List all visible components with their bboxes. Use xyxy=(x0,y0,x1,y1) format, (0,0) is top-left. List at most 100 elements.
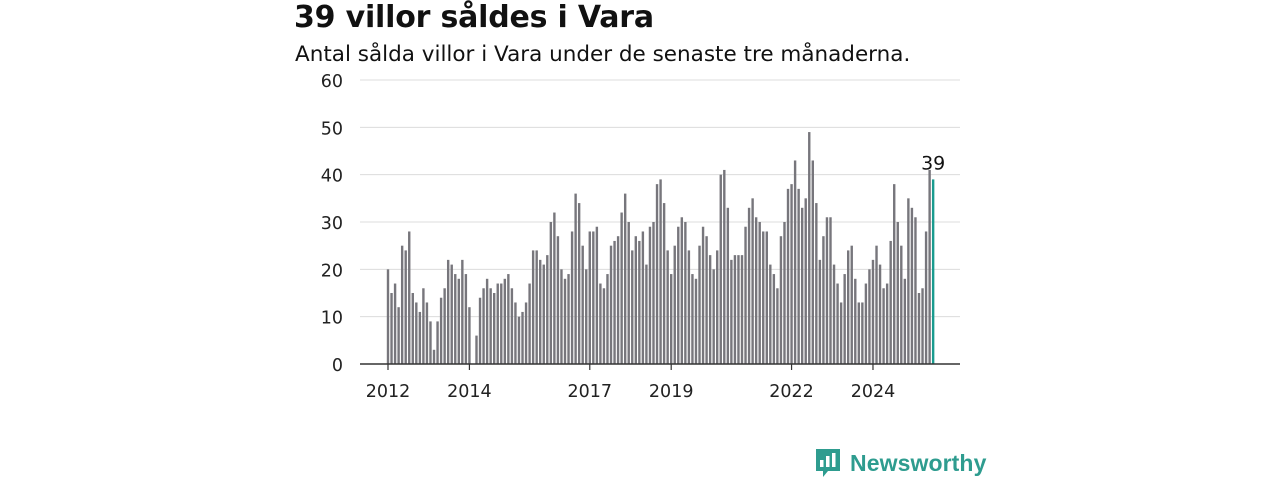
x-tick-label: 2014 xyxy=(447,382,492,402)
bar xyxy=(914,217,917,364)
bar xyxy=(843,274,846,364)
bar xyxy=(609,245,613,364)
bar xyxy=(606,274,609,364)
bar xyxy=(769,264,772,364)
bar-chart: 0 10 20 30 40 50 60 2012 2014 2017 2019 2022 2024 39 xyxy=(321,72,960,402)
bar xyxy=(411,293,414,364)
bar xyxy=(567,274,570,364)
bar xyxy=(553,212,556,364)
bar xyxy=(800,207,804,364)
bar xyxy=(747,207,751,364)
bar xyxy=(542,264,545,364)
newsworthy-logo: Newsworthy xyxy=(814,446,986,480)
bar xyxy=(425,302,429,364)
bar xyxy=(528,283,531,364)
bar xyxy=(808,132,811,364)
bar xyxy=(521,311,524,364)
bar xyxy=(436,321,439,364)
bar xyxy=(670,274,673,364)
bar xyxy=(893,184,896,364)
bar xyxy=(514,302,517,364)
chart-title: 39 villor såldes i Vara xyxy=(294,0,654,35)
bar xyxy=(793,160,797,364)
bar xyxy=(616,236,620,364)
bar xyxy=(797,188,800,364)
bar xyxy=(393,283,397,364)
x-tick-label: 2024 xyxy=(851,382,896,402)
bar xyxy=(475,335,478,364)
bar xyxy=(677,226,680,364)
bar xyxy=(539,259,542,364)
bar xyxy=(726,207,730,364)
bar xyxy=(631,250,634,364)
y-tick-label: 50 xyxy=(321,119,343,139)
bar xyxy=(825,217,829,364)
bar xyxy=(485,278,489,364)
bar xyxy=(779,236,783,364)
bar xyxy=(386,269,390,364)
y-tick-label: 20 xyxy=(321,261,343,281)
bar xyxy=(708,255,712,364)
bar xyxy=(822,236,825,364)
bar xyxy=(882,288,885,364)
chart-subtitle: Antal sålda villor i Vara under de senas… xyxy=(295,42,911,67)
bar xyxy=(737,255,740,364)
bar xyxy=(694,278,698,364)
bar xyxy=(482,288,485,364)
bar xyxy=(829,217,832,364)
bar xyxy=(493,293,496,364)
bar xyxy=(740,255,744,364)
bar xyxy=(588,231,591,364)
bar xyxy=(620,212,623,364)
bar xyxy=(581,245,584,364)
bar xyxy=(864,283,868,364)
bar xyxy=(875,245,878,364)
bar xyxy=(698,245,701,364)
bar xyxy=(500,283,503,364)
bar xyxy=(524,302,528,364)
bar xyxy=(723,169,726,364)
bar xyxy=(712,269,715,364)
bar xyxy=(546,255,549,364)
bar xyxy=(659,179,662,364)
bar xyxy=(535,250,538,364)
bar xyxy=(730,259,733,364)
bar xyxy=(903,278,907,364)
bar xyxy=(592,231,595,364)
bar xyxy=(468,307,471,364)
bar xyxy=(705,236,708,364)
bar xyxy=(645,264,648,364)
bar xyxy=(871,259,875,364)
bar-highlighted xyxy=(931,179,935,364)
bar xyxy=(585,269,588,364)
bar xyxy=(716,250,719,364)
bar xyxy=(415,302,418,364)
bar xyxy=(758,222,761,364)
y-tick-label: 10 xyxy=(321,309,343,329)
bar xyxy=(772,274,776,364)
bar xyxy=(836,283,839,364)
bar xyxy=(754,217,758,364)
y-tick-label: 40 xyxy=(321,167,343,187)
bar xyxy=(489,288,492,364)
x-tick-label: 2019 xyxy=(649,382,694,402)
bar xyxy=(662,203,666,364)
bar xyxy=(574,193,577,364)
x-tick-label: 2022 xyxy=(769,382,814,402)
bar xyxy=(478,297,482,364)
bars xyxy=(386,132,935,364)
bar xyxy=(776,288,779,364)
y-tick-label: 0 xyxy=(332,356,343,376)
bar xyxy=(878,264,882,364)
bar xyxy=(432,349,436,364)
bar xyxy=(517,316,521,364)
bar xyxy=(439,297,443,364)
bar xyxy=(638,240,641,364)
bar xyxy=(623,193,627,364)
bar xyxy=(818,259,822,364)
bar xyxy=(868,269,871,364)
bar xyxy=(634,236,637,364)
bar xyxy=(924,231,928,364)
bar xyxy=(701,226,705,364)
bar xyxy=(397,307,400,364)
